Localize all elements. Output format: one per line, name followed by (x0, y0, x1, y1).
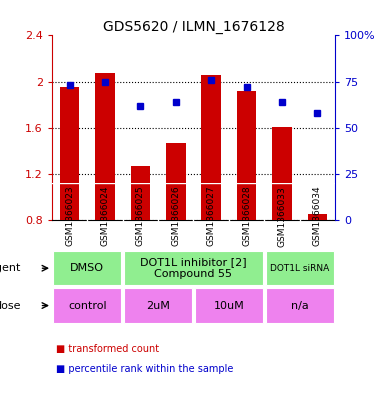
Bar (308, 214, 327, 220)
Bar (124, 288, 192, 323)
Bar (166, 143, 186, 220)
Text: GSM1366023: GSM1366023 (65, 186, 74, 246)
Text: GSM1366034: GSM1366034 (313, 186, 322, 246)
Text: 10uM: 10uM (213, 301, 244, 310)
Text: GSM1366025: GSM1366025 (136, 186, 145, 246)
Bar (195, 288, 263, 323)
Bar (272, 127, 291, 220)
Bar (54, 288, 121, 323)
Text: GSM1366026: GSM1366026 (171, 186, 180, 246)
Text: GSM1366033: GSM1366033 (277, 186, 286, 246)
Text: agent: agent (0, 263, 21, 273)
Bar (124, 251, 263, 285)
Text: dose: dose (0, 301, 21, 310)
Bar (266, 288, 333, 323)
Text: control: control (68, 301, 107, 310)
Text: GSM1366027: GSM1366027 (207, 186, 216, 246)
Bar (266, 251, 333, 285)
Text: DMSO: DMSO (70, 263, 104, 273)
Text: 2uM: 2uM (146, 301, 170, 310)
Text: DOT1L siRNA: DOT1L siRNA (270, 264, 329, 273)
Bar (237, 91, 256, 220)
Bar (95, 73, 115, 220)
Text: ■ percentile rank within the sample: ■ percentile rank within the sample (56, 364, 233, 373)
Text: DOT1L inhibitor [2]
Compound 55: DOT1L inhibitor [2] Compound 55 (140, 257, 247, 279)
Title: GDS5620 / ILMN_1676128: GDS5620 / ILMN_1676128 (102, 20, 285, 34)
Text: ■ transformed count: ■ transformed count (56, 344, 159, 354)
Bar (54, 251, 121, 285)
Bar (201, 75, 221, 220)
Bar (60, 87, 79, 220)
Text: n/a: n/a (291, 301, 308, 310)
Text: GSM1366028: GSM1366028 (242, 186, 251, 246)
Bar (131, 166, 150, 220)
Text: GSM1366024: GSM1366024 (100, 186, 110, 246)
